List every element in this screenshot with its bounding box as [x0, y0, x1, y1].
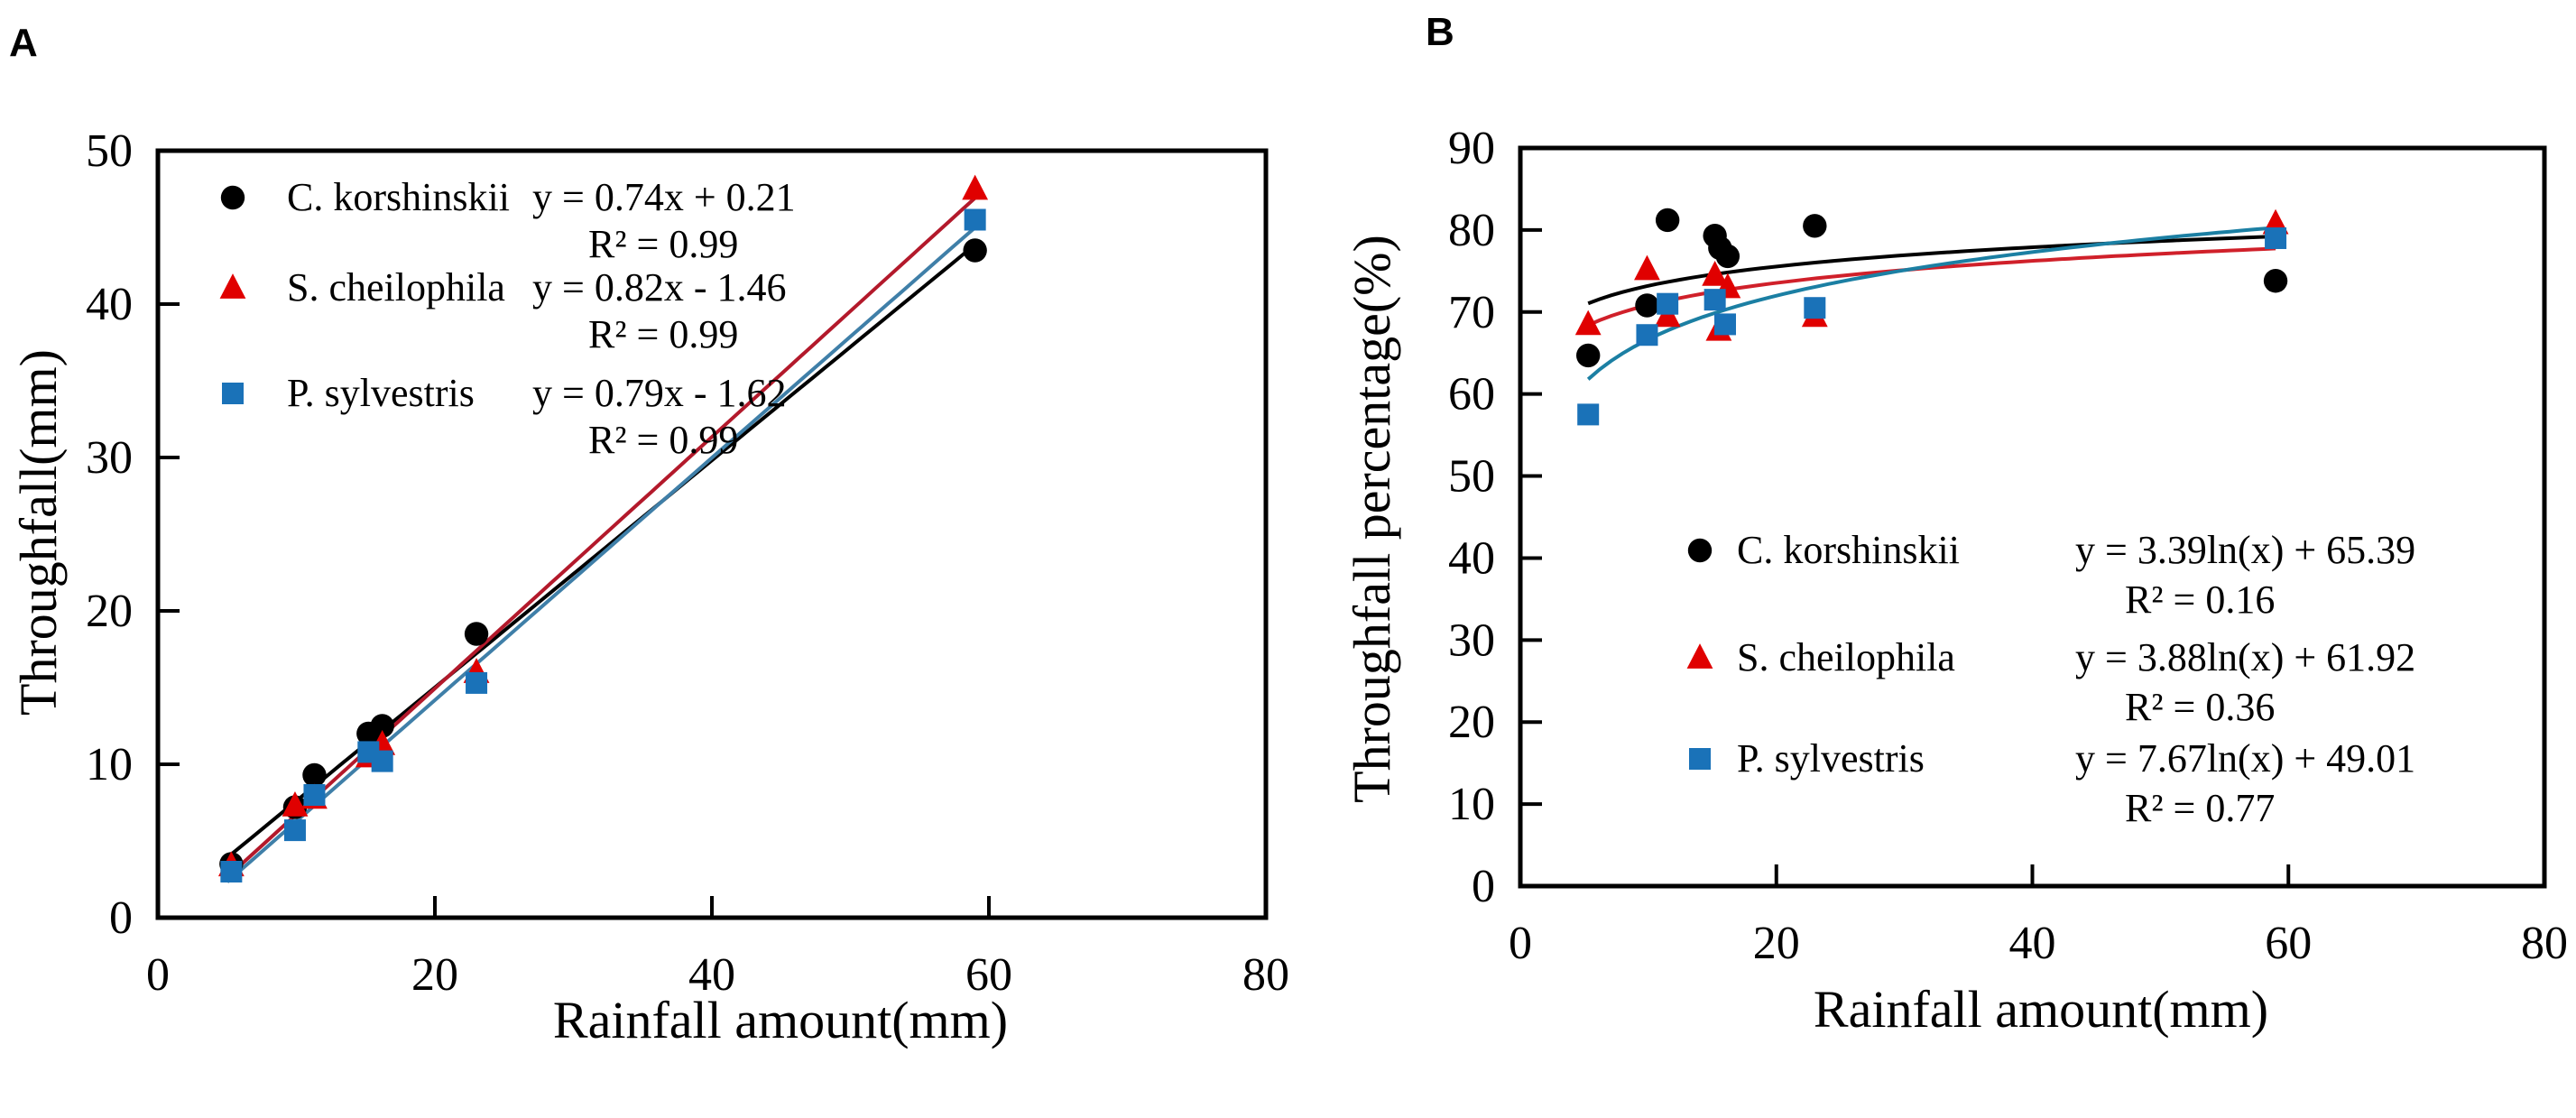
fit-equation: y = 0.79x - 1.62: [532, 371, 786, 415]
y-axis-title: Throughfall percentage(%): [1343, 235, 1401, 803]
y-tick-label: 70: [1448, 287, 1495, 338]
data-point-circle: [1655, 208, 1680, 233]
data-point-square: [220, 861, 243, 882]
fit-equation: y = 3.88ln(x) + 61.92: [2075, 635, 2415, 679]
fit-equation: y = 0.74x + 0.21: [532, 175, 796, 219]
trendline-circle: [226, 243, 976, 860]
y-tick-label: 50: [1448, 451, 1495, 503]
x-axis-title: Rainfall amount(mm): [1814, 980, 2268, 1039]
data-point-square: [1703, 289, 1726, 311]
y-tick-label: 80: [1448, 205, 1495, 256]
panel-b: B 0 20 40 60 80 0 10 20 30 40 50 60 70 80 90 Rainfall am…: [1343, 10, 2568, 1039]
data-point-circle: [1635, 293, 1659, 318]
panel-a: A 0 20 40 60 80 0 10 20 30 40 50 Rainfall amount(mm)…: [9, 21, 1289, 1049]
legend-marker-triangle: [219, 273, 246, 299]
data-point-circle: [963, 238, 987, 263]
legend-marker-square: [1689, 748, 1711, 770]
panel-label: A: [9, 21, 38, 65]
r-squared: R² = 0.16: [2125, 577, 2275, 622]
y-tick-label: 10: [86, 739, 133, 790]
data-point-square: [466, 671, 488, 694]
r-squared: R² = 0.99: [588, 418, 738, 462]
legend-marker-circle: [1687, 538, 1713, 563]
x-tick-label: 80: [1242, 949, 1289, 1001]
r-squared: R² = 0.99: [588, 222, 738, 266]
legend-label: S. cheilophila: [1737, 635, 1955, 679]
y-tick-label: 60: [1448, 369, 1495, 420]
r-squared: R² = 0.77: [2125, 786, 2275, 830]
y-tick-label: 40: [86, 279, 133, 330]
trendline-square: [1586, 226, 2276, 381]
r-squared: R² = 0.99: [588, 312, 738, 356]
data-point-square: [1657, 292, 1679, 315]
x-tick-label: 40: [688, 949, 735, 1001]
y-tick-label: 20: [86, 586, 133, 637]
data-point-circle: [1803, 214, 1827, 238]
data-point-square: [1714, 313, 1736, 336]
trendline-circle: [1587, 235, 2276, 306]
y-tick-label: 20: [1448, 697, 1495, 748]
fit-equation: y = 3.39ln(x) + 65.39: [2075, 528, 2415, 572]
trendline-triangle: [226, 196, 977, 879]
data-point-triangle: [1574, 310, 1602, 336]
panel-label: B: [1426, 10, 1454, 54]
data-point-circle: [1715, 244, 1740, 269]
x-tick-label: 60: [965, 949, 1012, 1001]
data-point-square: [1577, 403, 1600, 426]
legend-label: S. cheilophila: [287, 265, 505, 310]
data-point-triangle: [1634, 254, 1660, 281]
data-point-square: [1804, 297, 1826, 319]
y-tick-label: 40: [1448, 532, 1495, 584]
data-point-circle: [370, 714, 394, 738]
legend: C. korshinskii y = 3.39ln(x) + 65.39 R² = …: [1686, 528, 2415, 830]
legend-marker-square: [222, 383, 244, 404]
legend-label: C. korshinskii: [287, 175, 510, 219]
x-tick-label: 40: [2009, 918, 2056, 969]
x-tick-label: 60: [2265, 918, 2312, 969]
r-squared: R² = 0.36: [2125, 685, 2275, 729]
data-point-square: [1636, 324, 1658, 346]
legend-label: C. korshinskii: [1737, 528, 1960, 572]
fit-equation: y = 0.82x - 1.46: [532, 265, 786, 310]
data-point-triangle: [282, 791, 309, 817]
data-point-square: [2265, 226, 2287, 249]
data-point-square: [283, 819, 306, 842]
y-tick-label: 90: [1448, 123, 1495, 174]
data-point-circle: [302, 762, 327, 788]
x-tick-label: 0: [146, 949, 170, 1001]
trendline-triangle: [1587, 246, 2276, 328]
trendline-square: [226, 226, 977, 883]
x-axis-title: Rainfall amount(mm): [553, 991, 1008, 1049]
data-point-square: [371, 750, 393, 772]
y-axis-title: Throughfall(mm): [9, 349, 68, 716]
data-point-square: [964, 208, 986, 231]
x-tick-label: 20: [1753, 918, 1800, 969]
y-tick-label: 50: [86, 125, 133, 177]
data-point-triangle: [962, 174, 989, 200]
x-tick-label: 20: [411, 949, 458, 1001]
data-point-circle: [464, 622, 489, 646]
y-tick-label: 0: [1472, 861, 1495, 912]
y-tick-label: 10: [1448, 779, 1495, 830]
data-point-circle: [2263, 269, 2288, 293]
legend-label: P. sylvestris: [287, 371, 475, 415]
y-tick-label: 0: [109, 892, 133, 944]
data-point-triangle: [1702, 261, 1729, 286]
legend-marker-triangle: [1686, 643, 1713, 669]
legend-label: P. sylvestris: [1737, 736, 1925, 781]
legend-marker-circle: [220, 185, 245, 210]
y-tick-label: 30: [1448, 614, 1495, 666]
x-tick-label: 0: [1509, 918, 1532, 969]
data-point-square: [303, 784, 326, 806]
fit-equation: y = 7.67ln(x) + 49.01: [2075, 736, 2415, 781]
y-tick-label: 30: [86, 432, 133, 484]
x-tick-label: 80: [2521, 918, 2568, 969]
data-point-circle: [1575, 343, 1601, 368]
